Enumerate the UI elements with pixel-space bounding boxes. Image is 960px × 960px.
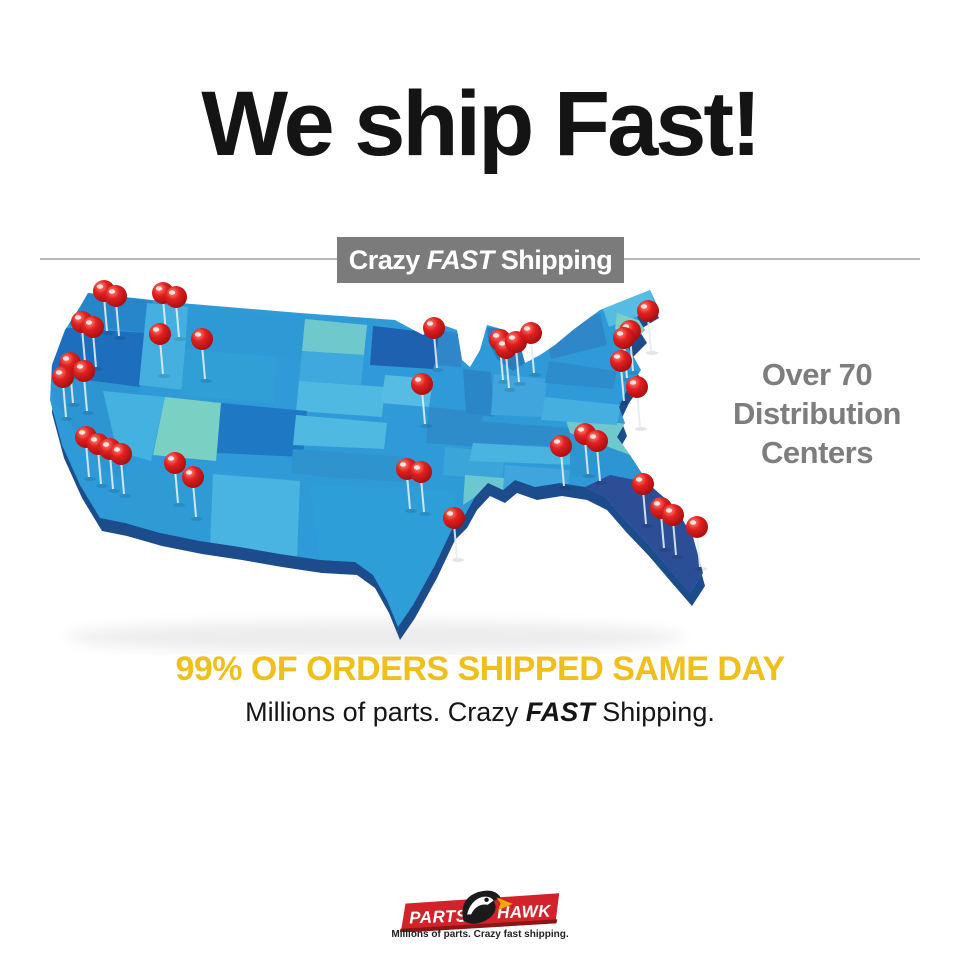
map-pin	[632, 473, 654, 528]
map-pin	[626, 376, 648, 431]
map-pin	[73, 360, 95, 415]
map-pin	[149, 323, 171, 378]
map-pin	[520, 322, 542, 377]
logo-tagline: Millions of parts. Crazy fast shipping.	[391, 929, 569, 940]
note-line-3: Centers	[761, 434, 873, 470]
note-line-2: Distribution	[733, 395, 901, 431]
map-pin	[410, 461, 432, 516]
note-line-1: Over 70	[761, 357, 873, 392]
state-patches	[50, 290, 703, 627]
map-pin	[662, 504, 684, 559]
banner-text-pre: Crazy	[348, 244, 427, 275]
map-pin	[610, 350, 632, 405]
hawk-wordmark: HAWK	[497, 901, 553, 922]
map-pin	[686, 516, 708, 571]
map-pin	[586, 430, 608, 485]
map-pin	[191, 328, 213, 383]
pin-layer	[52, 280, 708, 571]
partshawk-logo: PARTS HAWK	[393, 886, 567, 934]
subline-fast: FAST	[525, 697, 595, 727]
map-pin	[550, 435, 572, 490]
hawk-icon	[462, 890, 513, 924]
subline-pre: Millions of parts. Crazy	[245, 697, 526, 727]
subline-post: Shipping.	[594, 697, 715, 727]
banner-text-post: Shipping	[493, 244, 613, 275]
map-pin	[164, 452, 186, 507]
usa-map-svg	[50, 280, 708, 653]
banner-text-fast: FAST	[426, 244, 495, 275]
map-pin	[423, 317, 445, 372]
subline: Millions of parts. Crazy FAST Shipping.	[0, 697, 960, 728]
map-pin	[105, 285, 127, 340]
map-pin	[110, 443, 132, 498]
logo-banner-shade	[399, 919, 558, 933]
page-title: We ship Fast!	[201, 72, 761, 175]
same-day-highlight: 99% OF ORDERS SHIPPED SAME DAY	[175, 650, 785, 688]
usa-map-3d	[25, 275, 725, 655]
partshawk-logo-svg: PARTS HAWK	[398, 890, 562, 934]
map-pin	[182, 466, 204, 521]
map-pin	[165, 286, 187, 341]
shipping-banner: Crazy FAST Shipping	[337, 237, 624, 283]
parts-wordmark: PARTS	[409, 906, 468, 927]
map-pin	[637, 300, 659, 355]
map-pin	[411, 373, 433, 428]
map-pin	[52, 366, 74, 421]
distribution-centers-note: Over 70 Distribution Centers	[697, 356, 937, 472]
map-pin	[443, 507, 465, 562]
map-shadow	[65, 621, 685, 653]
